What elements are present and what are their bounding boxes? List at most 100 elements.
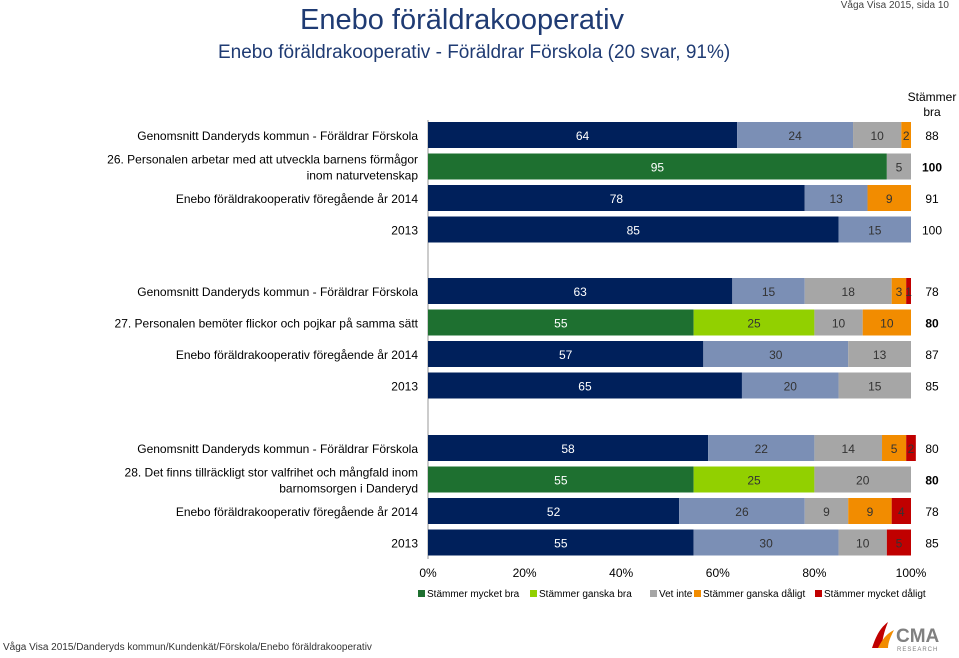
bar-segment [428, 435, 709, 461]
bar-segment [906, 278, 911, 304]
data-label: 14 [842, 442, 856, 456]
bar-segment [428, 185, 805, 211]
data-label: 1 [905, 285, 912, 299]
bar-segment [814, 309, 863, 336]
data-label: 95 [651, 161, 665, 175]
bar-segment [428, 153, 887, 180]
x-tick-label: 0% [419, 566, 437, 580]
question-label: 28. Det finns tillräckligt stor valfrihe… [125, 466, 418, 480]
data-label: 10 [856, 537, 870, 551]
data-label: 30 [769, 348, 783, 362]
bar-segment [693, 466, 815, 493]
bar-segment [737, 122, 854, 148]
data-label: 10 [832, 317, 846, 331]
legend-label: Stämmer mycket dåligt [824, 588, 926, 600]
data-label: 5 [896, 161, 903, 175]
data-label: 9 [867, 505, 874, 519]
legend-swatch [815, 590, 822, 597]
row-label: Enebo föräldrakooperativ föregående år 2… [176, 192, 419, 206]
page-title: Enebo föräldrakooperativ [300, 4, 625, 36]
stammer-bra-value: 100 [922, 161, 942, 175]
data-label: 13 [829, 192, 843, 206]
x-tick-label: 40% [609, 566, 633, 580]
stammer-bra-value: 85 [925, 537, 939, 551]
logo-swoosh-icon-2 [878, 630, 894, 648]
legend-swatch [650, 590, 657, 597]
stammer-bra-value: 85 [925, 380, 939, 394]
data-label: 55 [554, 474, 568, 488]
data-label: 55 [554, 537, 568, 551]
data-label: 15 [868, 380, 882, 394]
bar-segment [882, 435, 907, 461]
data-label: 9 [886, 192, 893, 206]
bar-segment [428, 466, 694, 493]
data-label: 10 [871, 129, 885, 143]
bar-segment [838, 372, 911, 399]
bar-segment [428, 498, 680, 524]
right-column-header: Stämmer [908, 90, 957, 104]
bar-segment [693, 309, 815, 336]
bar-segment [838, 529, 887, 556]
question-label-line2: inom naturvetenskap [307, 169, 419, 183]
stammer-bra-value: 100 [922, 224, 942, 238]
bar-segment [891, 498, 911, 524]
data-label: 5 [891, 442, 898, 456]
bar-segment [891, 278, 907, 304]
logo-text: CMA [896, 626, 940, 647]
stammer-bra-value: 80 [925, 442, 939, 456]
legend-label: Stämmer mycket bra [427, 589, 520, 600]
bar-segment [703, 341, 849, 367]
bar-segment [693, 529, 839, 556]
data-label: 65 [578, 380, 592, 394]
bar-segment [848, 341, 911, 367]
data-label: 30 [759, 537, 773, 551]
row-label: Enebo föräldrakooperativ föregående år 2… [176, 348, 419, 362]
bar-segment [679, 498, 805, 524]
bar-segment [886, 529, 911, 556]
data-label: 25 [747, 317, 761, 331]
data-label: 25 [747, 474, 761, 488]
stammer-bra-value: 87 [925, 348, 939, 362]
data-label: 63 [573, 285, 587, 299]
x-tick-label: 80% [802, 566, 826, 580]
stammer-bra-value: 78 [925, 285, 939, 299]
data-label: 5 [896, 537, 903, 551]
row-label: Enebo föräldrakooperativ föregående år 2… [176, 505, 419, 519]
stammer-bra-value: 78 [925, 505, 939, 519]
bar-segment [901, 122, 911, 148]
bar-segment [428, 122, 738, 148]
data-label: 58 [561, 442, 575, 456]
page-reference: Våga Visa 2015, sida 10 [840, 0, 949, 11]
logo-subtext: RESEARCH [897, 647, 938, 653]
bar-segment [804, 185, 868, 211]
bar-segment [708, 435, 815, 461]
row-label: Genomsnitt Danderyds kommun - Föräldrar … [137, 285, 418, 299]
bar-segment [428, 278, 733, 304]
data-label: 20 [856, 474, 870, 488]
bar-segment [848, 498, 892, 524]
cma-research-logo: CMA RESEARCH [872, 622, 940, 653]
legend-label: Vet inte [659, 589, 693, 600]
data-label: 4 [898, 505, 905, 519]
row-label: Genomsnitt Danderyds kommun - Föräldrar … [137, 442, 418, 456]
data-label: 20 [784, 380, 798, 394]
page-subtitle: Enebo föräldrakooperativ - Föräldrar För… [218, 42, 731, 63]
bar-segment [741, 372, 839, 399]
stammer-bra-value: 91 [925, 192, 939, 206]
stammer-bra-value: 80 [925, 317, 939, 331]
data-label: 78 [610, 192, 624, 206]
data-label: 26 [735, 505, 749, 519]
data-label: 3 [896, 285, 903, 299]
bar-segment [814, 466, 911, 493]
bar-segment [853, 122, 902, 148]
stammer-bra-value: 80 [925, 474, 939, 488]
footer-path: Våga Visa 2015/Danderyds kommun/Kundenkä… [3, 642, 372, 653]
legend-label: Stämmer ganska dåligt [703, 588, 805, 600]
legend-swatch [530, 590, 537, 597]
data-label: 9 [823, 505, 830, 519]
bar-segment [814, 435, 883, 461]
bar-segment [428, 372, 742, 399]
stammer-bra-value: 88 [925, 129, 939, 143]
legend-label: Stämmer ganska bra [539, 589, 632, 600]
